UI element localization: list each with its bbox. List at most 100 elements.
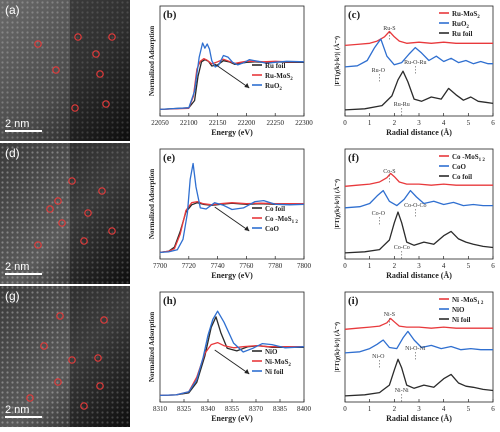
series-line-blue [159,42,305,111]
single-atom-marker [108,33,116,41]
single-atom-marker [92,50,100,58]
peak-annotation: Co-O [372,211,386,217]
x-axis-label: Radial distance (Å) [386,271,452,280]
single-atom-marker [68,356,76,364]
exafs-panel-f: 0 1 2 3 4 5 6 Radial distance (Å) |FT(χ(k)·k³)| … [333,148,495,280]
stem-panel-a: (a) 2 nm [0,0,130,141]
peak-annotation: Ni-Ni [395,388,409,394]
peak-annotation: Co-S [383,169,395,175]
single-atom-marker [80,237,88,245]
peak-annotation: Ru-Ru [394,102,410,108]
legend-entry: NiO [265,348,278,356]
single-atom-marker [54,378,62,386]
arrow-head-icon [244,369,250,374]
single-atom-marker [80,402,88,410]
panel-label: (f) [348,152,359,164]
stem-panel-d: (d) 2 nm [0,143,130,284]
single-atom-marker [96,70,104,78]
series-line-blue [159,310,305,397]
legend-entry: Ni foil [452,316,471,324]
x-axis-label: Energy (eV) [211,128,253,137]
legend-entry: Ni -MoS1 2 [452,296,484,306]
legend-entry: Ru foil [452,30,472,38]
legend-entry: NiO [452,306,465,314]
xanes-panel-b: 22050 22100 22150 22200 22250 22300 Energy (eV… [148,5,313,137]
peak-annotation: Ni-O [372,354,385,360]
x-tick-label: 8355 [225,405,240,413]
exafs-panel-c: 0 1 2 3 4 5 6 Radial distance (Å) |FT(χ(k)·k³)| … [333,5,495,137]
series-line-black [344,358,494,397]
series-line-blue [344,330,493,354]
single-atom-marker [40,342,48,350]
panel-label: (e) [163,152,176,164]
single-atom-marker [84,209,92,217]
x-tick-label: 7740 [211,262,226,270]
x-tick-label: 0 [343,119,347,127]
peak-annotation: Co-O-Co [404,203,426,209]
legend-entry: RuO2 [265,82,282,92]
x-tick-label: 4 [442,119,446,127]
x-tick-label: 8340 [201,405,216,413]
y-axis-label: |FT(χ(k)·k³)| (Å⁻⁴) [333,322,341,372]
x-tick-label: 7760 [239,262,254,270]
legend-entry: CoO [265,225,280,233]
panel-label: (d) [5,146,20,160]
legend-entry: Co foil [265,205,285,213]
peak-annotation: Ni-S [384,312,395,318]
x-tick-label: 0 [343,262,347,270]
scale-bar-label: 2 nm [5,261,29,273]
xanes-panel-e: 7700 7720 7740 7760 7780 7800 Energy (eV) Norma… [148,148,312,280]
panel-label: (i) [348,295,359,307]
x-tick-label: 8325 [177,405,192,413]
x-tick-label: 3 [417,405,421,413]
x-tick-label: 2 [393,405,397,413]
peak-annotation: Ru-O-Ru [404,60,426,66]
x-tick-label: 6 [491,262,495,270]
x-tick-label: 1 [368,405,372,413]
y-axis-label: Normalized Adsorption [148,169,156,239]
series-line-red [344,317,493,330]
single-atom-marker [96,382,104,390]
scale-bar-label: 2 nm [5,118,29,130]
x-tick-label: 22300 [295,119,313,127]
single-atom-marker [46,205,54,213]
edge-arrow [214,63,250,89]
x-tick-label: 5 [467,262,471,270]
x-axis-label: Radial distance (Å) [386,128,452,137]
legend-entry: Co -MoS1 2 [452,153,485,163]
x-tick-label: 22200 [238,119,256,127]
single-atom-marker [100,316,108,324]
series-line-red [159,57,304,111]
x-tick-label: 7700 [153,262,168,270]
x-tick-label: 6 [491,119,495,127]
peak-annotation: Ni-O-Ni [405,346,426,352]
legend-entry: Ru foil [265,62,285,70]
single-atom-marker [54,197,62,205]
arrow-head-icon [244,83,250,88]
legend-entry: Ru-MoS2 [452,10,480,20]
single-atom-marker [94,354,102,362]
legend-entry: Co foil [452,173,472,181]
x-tick-label: 8385 [273,405,288,413]
x-axis-label: Radial distance (Å) [386,414,452,423]
single-atom-marker [108,227,116,235]
stem-panel-g: (g) 2 nm [0,286,130,427]
panel-label: (g) [5,289,20,303]
x-tick-label: 7780 [268,262,283,270]
x-tick-label: 3 [417,262,421,270]
panel-label: (b) [163,9,177,21]
series-line-black [344,70,494,111]
x-tick-label: 22150 [209,119,227,127]
y-axis-label: |FT(χ(k)·k³)| (Å⁻⁴) [333,36,341,86]
series-line-blue [159,162,305,254]
stem-shadow [70,143,130,284]
series-line-red [344,30,493,47]
legend-entry: Ru-MoS2 [265,72,293,82]
single-atom-marker [58,219,66,227]
edge-arrow [214,349,250,375]
legend-entry: Ni-MoS2 [265,358,291,368]
stem-shadow [70,286,130,427]
x-tick-label: 22050 [151,119,169,127]
legend-entry: Co -MoS1 2 [265,215,298,225]
